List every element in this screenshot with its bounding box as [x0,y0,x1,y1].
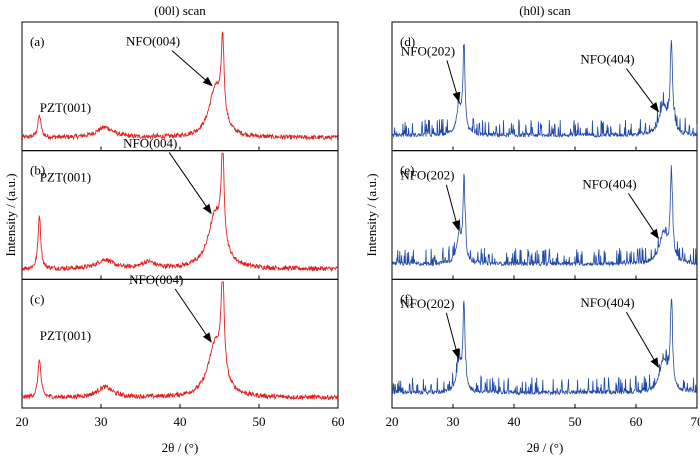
peak-arrow [625,68,659,113]
plot-area: (a)PZT(001)NFO(004)MAO(004)(b)PZT(001)NF… [16,21,700,429]
x-tick-label: 50 [253,414,266,429]
peak-label: NFO(004) [123,135,177,150]
x-tick-label: 50 [569,414,582,429]
panel-frame [21,278,339,409]
x-tick-label: 70 [691,414,700,429]
panel-label: (e) [400,163,414,178]
peak-arrow [446,60,461,103]
peak-label: PZT(001) [40,170,91,185]
x-tick-label: 20 [386,414,399,429]
panel-label: (f) [400,291,413,306]
series-line [21,281,339,401]
peak-label: NFO(202) [400,168,454,183]
series-line [391,39,698,139]
series-line [21,30,338,142]
peak-arrow [627,193,659,240]
peak-arrow [445,312,460,359]
right-xlabel: 2θ / (°) [527,440,564,455]
right-title: (h0l) scan [519,3,571,18]
peak-arrow [445,184,460,231]
panel-frame [391,278,698,409]
peak-label: PZT(001) [40,328,91,343]
x-tick-label: 20 [16,414,29,429]
peak-label: NFO(202) [400,296,454,311]
panel-label: (a) [30,34,44,49]
peak-label: NFO(202) [401,43,455,58]
panel-label: (b) [30,163,45,178]
right-ylabel: Intensity / (a.u.) [364,173,379,256]
left-ylabel: Intensity / (a.u.) [3,173,18,256]
x-tick-label: 40 [508,414,521,429]
peak-label: NFO(404) [580,295,634,310]
left-xlabel: 2θ / (°) [162,440,199,455]
series-line [21,152,339,273]
x-tick-label: 60 [332,414,345,429]
x-tick-label: 60 [630,414,643,429]
peak-label: PZT(001) [40,100,91,115]
panel-label: (d) [400,34,415,49]
peak-arrow [174,288,212,343]
series-line [391,165,698,267]
x-tick-label: 30 [95,414,108,429]
peak-label: NFO(404) [580,52,634,67]
x-tick-label: 40 [174,414,187,429]
peak-arrow [168,152,212,215]
peak-arrow [171,50,213,87]
peak-label: NFO(004) [129,272,183,287]
peak-label: NFO(004) [126,34,180,49]
x-tick-label: 30 [447,414,460,429]
peak-arrow [625,311,659,368]
left-title: (00l) scan [154,3,206,18]
series-line [391,298,698,396]
peak-label: NFO(404) [582,176,636,191]
panel-label: (c) [30,291,44,306]
